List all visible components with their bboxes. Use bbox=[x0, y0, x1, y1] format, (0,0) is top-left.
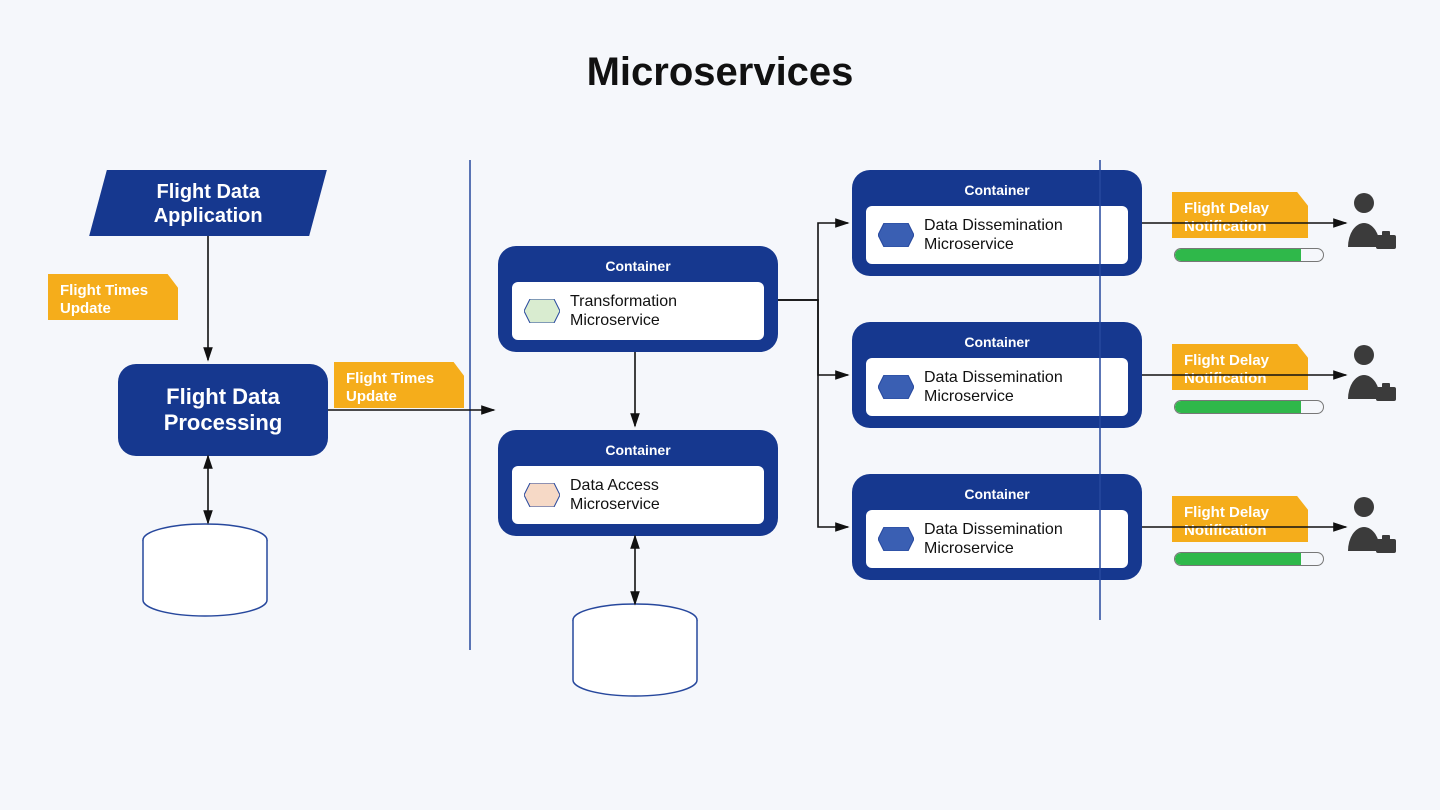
diagram-canvas bbox=[0, 0, 1440, 810]
